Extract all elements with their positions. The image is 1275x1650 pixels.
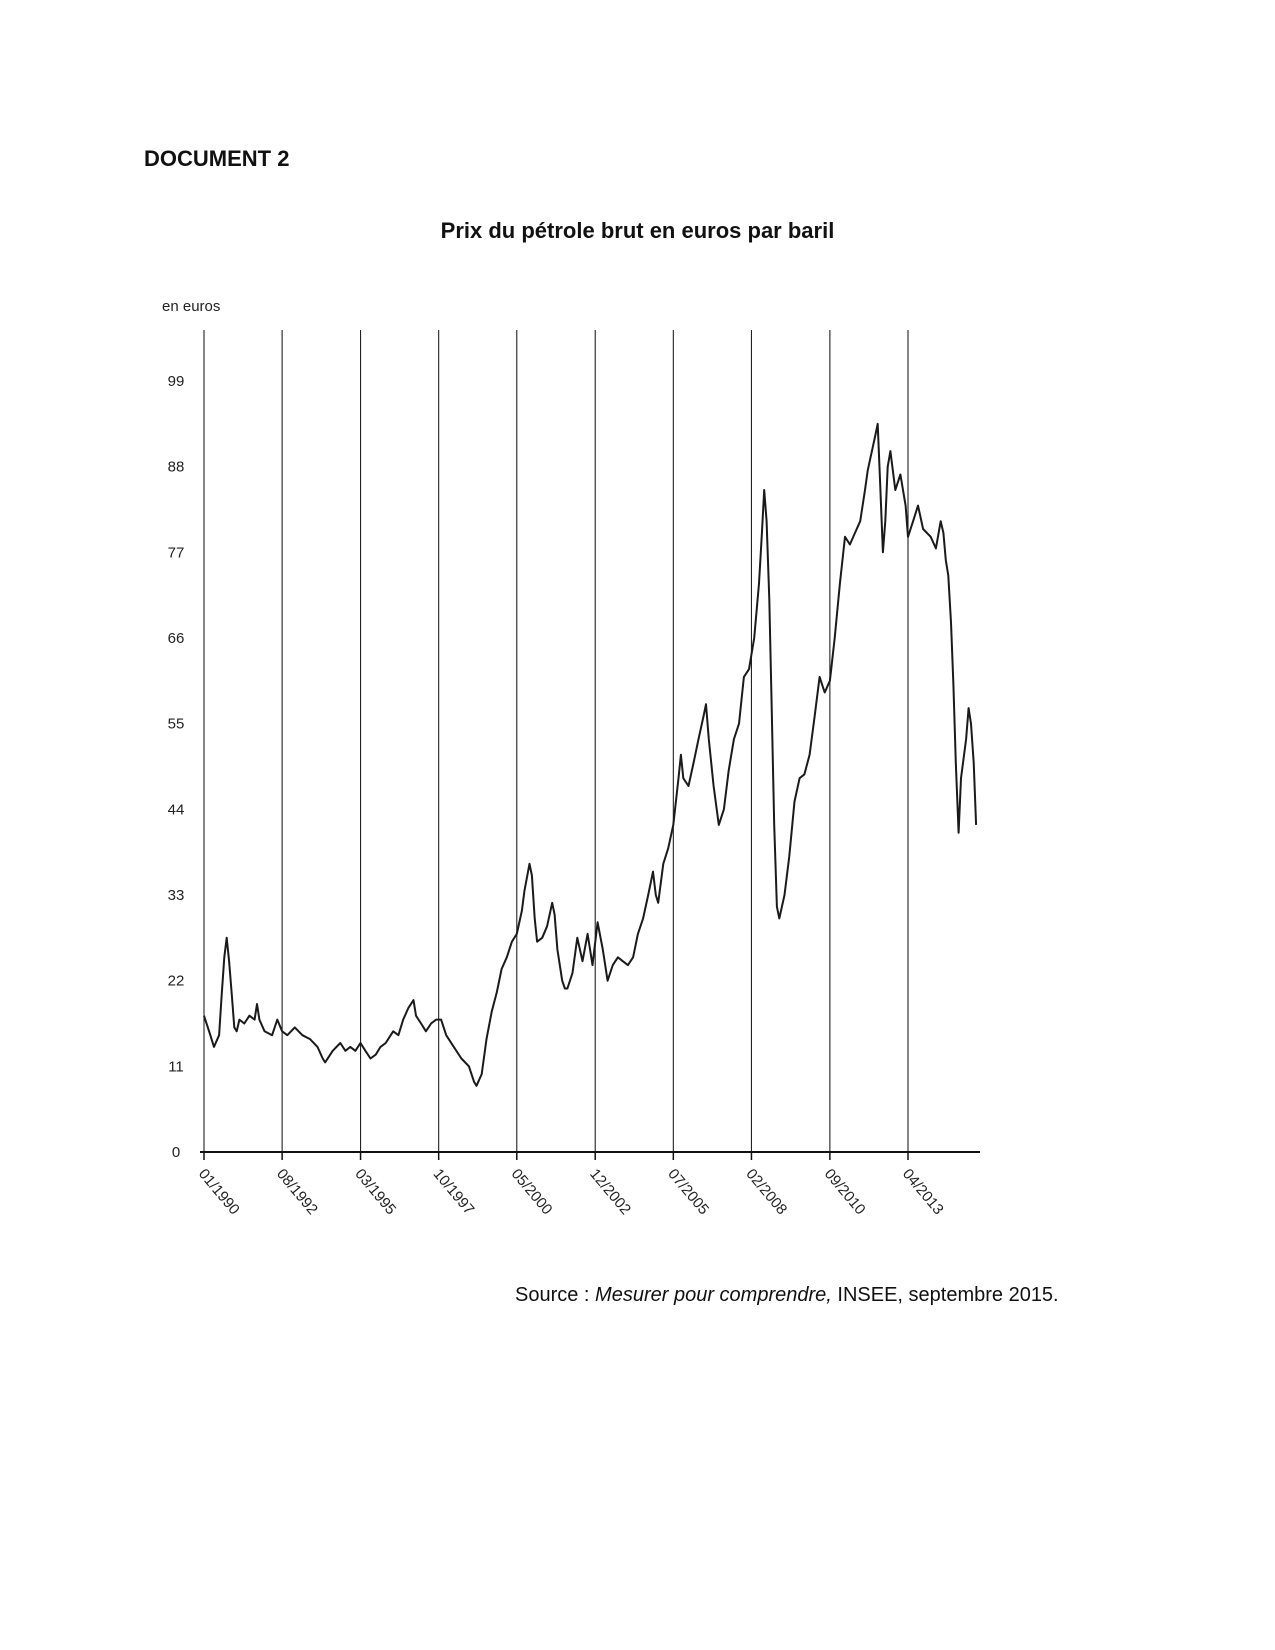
y-tick-label: 44 — [168, 801, 185, 818]
y-tick-label: 22 — [168, 973, 185, 990]
x-tick-label: 03/1995 — [351, 1166, 399, 1218]
y-tick-label: 77 — [168, 544, 185, 561]
x-tick-label: 12/2002 — [586, 1166, 634, 1218]
x-tick-label: 07/2005 — [664, 1166, 712, 1218]
x-tick-label: 08/1992 — [273, 1166, 321, 1218]
source-suffix: INSEE, septembre 2015. — [831, 1284, 1059, 1306]
x-tick-label: 01/1990 — [195, 1166, 243, 1218]
series-line-0 — [203, 422, 978, 1087]
y-tick-label: 33 — [168, 887, 185, 904]
y-axis-label: en euros — [162, 298, 220, 315]
chart-title: Prix du pétrole brut en euros par baril — [440, 218, 835, 243]
x-tick-label: 04/2013 — [899, 1166, 947, 1218]
x-tick-labels: 01/1990 08/1992 03/1995 10/1997 05/2000 12/20… — [195, 1166, 947, 1218]
vertical-gridlines — [203, 330, 909, 1152]
x-tick-label: 02/2008 — [742, 1166, 790, 1218]
y-tick-label: 55 — [168, 716, 185, 733]
x-tick-label: 09/2010 — [821, 1166, 869, 1218]
y-tick-label: 99 — [168, 373, 185, 390]
y-tick-label: 88 — [168, 459, 185, 476]
x-tick-label: 10/1997 — [430, 1166, 478, 1218]
source-title: Mesurer pour comprendre, — [595, 1284, 832, 1306]
axes — [200, 1151, 980, 1160]
series-group — [203, 422, 978, 1087]
source-prefix: Source : — [515, 1284, 596, 1306]
y-tick-label: 0 — [172, 1144, 180, 1161]
document-heading: DOCUMENT 2 — [144, 146, 290, 171]
x-tick-label: 05/2000 — [508, 1166, 556, 1218]
y-tick-label: 66 — [168, 630, 185, 647]
y-tick-label: 11 — [168, 1058, 184, 1075]
source-note: Source : Mesurer pour comprendre, INSEE,… — [515, 1284, 1059, 1307]
y-tick-labels: 0 11 22 33 44 55 66 77 88 99 — [168, 373, 185, 1161]
